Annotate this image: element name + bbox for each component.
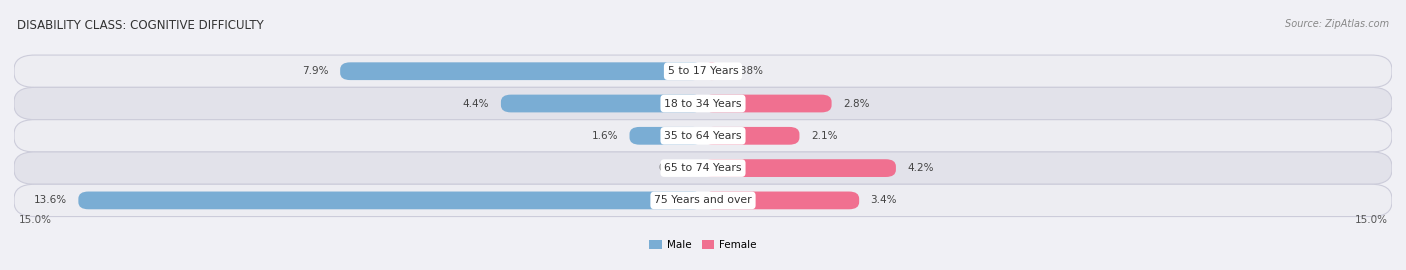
Text: Source: ZipAtlas.com: Source: ZipAtlas.com bbox=[1285, 19, 1389, 29]
FancyBboxPatch shape bbox=[14, 184, 1392, 217]
FancyBboxPatch shape bbox=[703, 94, 831, 112]
Text: 18 to 34 Years: 18 to 34 Years bbox=[664, 99, 742, 109]
FancyBboxPatch shape bbox=[14, 55, 1392, 87]
Text: 7.9%: 7.9% bbox=[302, 66, 329, 76]
Legend: Male, Female: Male, Female bbox=[645, 236, 761, 254]
Text: 15.0%: 15.0% bbox=[18, 215, 52, 225]
Text: 1.6%: 1.6% bbox=[592, 131, 619, 141]
FancyBboxPatch shape bbox=[703, 127, 800, 145]
Text: 2.1%: 2.1% bbox=[811, 131, 838, 141]
Text: 5 to 17 Years: 5 to 17 Years bbox=[668, 66, 738, 76]
FancyBboxPatch shape bbox=[630, 127, 703, 145]
FancyBboxPatch shape bbox=[340, 62, 703, 80]
Text: 4.4%: 4.4% bbox=[463, 99, 489, 109]
Text: 0.0%: 0.0% bbox=[658, 163, 685, 173]
Text: 15.0%: 15.0% bbox=[1354, 215, 1388, 225]
FancyBboxPatch shape bbox=[79, 191, 703, 209]
FancyBboxPatch shape bbox=[14, 87, 1392, 120]
Text: 35 to 64 Years: 35 to 64 Years bbox=[664, 131, 742, 141]
Text: 3.4%: 3.4% bbox=[870, 195, 897, 205]
Text: 75 Years and over: 75 Years and over bbox=[654, 195, 752, 205]
Text: DISABILITY CLASS: COGNITIVE DIFFICULTY: DISABILITY CLASS: COGNITIVE DIFFICULTY bbox=[17, 19, 263, 32]
FancyBboxPatch shape bbox=[14, 120, 1392, 152]
Text: 0.38%: 0.38% bbox=[731, 66, 763, 76]
Text: 4.2%: 4.2% bbox=[907, 163, 934, 173]
Text: 13.6%: 13.6% bbox=[34, 195, 67, 205]
FancyBboxPatch shape bbox=[703, 191, 859, 209]
FancyBboxPatch shape bbox=[703, 159, 896, 177]
FancyBboxPatch shape bbox=[501, 94, 703, 112]
FancyBboxPatch shape bbox=[703, 62, 720, 80]
FancyBboxPatch shape bbox=[14, 152, 1392, 184]
Text: 2.8%: 2.8% bbox=[844, 99, 869, 109]
Text: 65 to 74 Years: 65 to 74 Years bbox=[664, 163, 742, 173]
